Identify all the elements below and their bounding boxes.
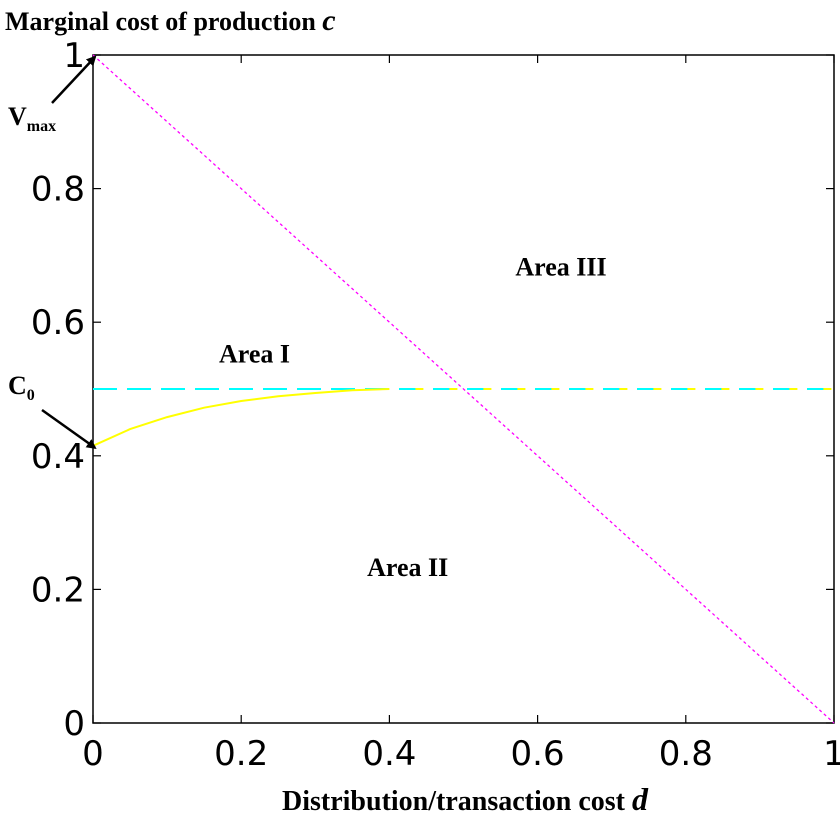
x-tick-label: 0.8 <box>659 734 713 774</box>
x-tick-label: 0.2 <box>214 734 268 774</box>
x-axis-label: Distribution/transaction cost d <box>282 781 649 817</box>
annotation-label-1: Area I <box>219 339 290 368</box>
axis-ticks <box>92 54 835 724</box>
chart-title: Marginal cost of production c <box>5 4 336 37</box>
x-tick-label: 1 <box>823 734 840 774</box>
x-tick-label: 0.6 <box>511 734 565 774</box>
annotation-label-2: Area II <box>367 553 448 582</box>
series-line-3-solid <box>92 388 390 447</box>
annotation-label-4: Vmax <box>8 102 56 135</box>
x-axis-label-variable: d <box>632 781 649 817</box>
y-tick-label: 0 <box>63 704 85 744</box>
series-line-1 <box>92 54 835 724</box>
chart-title-text: Marginal cost of production <box>5 7 322 36</box>
x-axis-label-text: Distribution/transaction cost <box>282 786 632 817</box>
y-tick-label: 0.8 <box>31 170 85 210</box>
y-tick-label: 1 <box>63 36 85 76</box>
annotation-label-3: Area III <box>515 252 606 281</box>
annotations: Area I Area II Area III Vmax C0 <box>8 55 607 582</box>
annotation-arrow-4 <box>51 55 97 104</box>
y-tick-label: 0.6 <box>31 303 85 343</box>
x-tick-label: 0.4 <box>362 734 416 774</box>
annotation-arrow-5 <box>41 408 97 449</box>
y-tick-label: 0.2 <box>31 570 85 610</box>
axis-tick-labels: 0 0.2 0.4 0.6 0.8 1 0 0.2 0.4 0.6 0.8 1 <box>31 36 840 774</box>
annotation-label-5: C0 <box>8 371 35 404</box>
chart-title-variable: c <box>322 4 335 37</box>
series-group <box>92 54 835 724</box>
y-tick-label: 0.4 <box>31 437 85 477</box>
x-tick-label: 0 <box>82 734 104 774</box>
